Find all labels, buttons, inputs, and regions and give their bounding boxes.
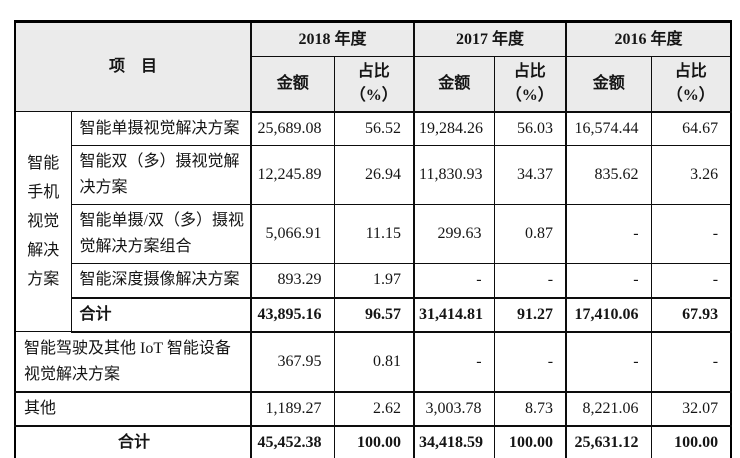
- header-amount-2018: 金额: [250, 56, 335, 113]
- ratio-cell: 26.94: [333, 145, 415, 205]
- table-row-depth-cam: 智能深度摄像解决方案 893.29 1.97 - - - -: [15, 263, 732, 298]
- amount-cell: 16,574.44: [565, 111, 652, 146]
- header-amount-2016: 金额: [565, 56, 652, 113]
- header-year-2017: 2017 年度: [413, 21, 567, 57]
- table-row-single-cam: 智能 手机 视觉 解决 方案 智能单摄视觉解决方案 25,689.08 56.5…: [14, 111, 732, 332]
- amount-cell: 19,284.26: [413, 111, 495, 146]
- amount-cell: -: [413, 331, 495, 393]
- ratio-cell: 100.00: [650, 424, 732, 458]
- ratio-cell: 3.26: [650, 145, 732, 205]
- ratio-cell: 96.57: [333, 296, 415, 333]
- table-row-dual-cam: 智能双（多）摄视觉解决方案 12,245.89 26.94 11,830.93 …: [15, 145, 732, 205]
- ratio-cell: 0.87: [493, 204, 567, 264]
- ratio-cell: 34.37: [493, 145, 567, 205]
- ratio-cell: 8.73: [493, 391, 567, 426]
- header-year-2016: 2016 年度: [565, 21, 732, 57]
- ratio-cell: 11.15: [333, 204, 415, 264]
- header-row-measures: 金额 占比 （%） 金额 占比 （%） 金额 占比 （%）: [15, 56, 732, 113]
- ratio-cell: 2.62: [333, 391, 415, 426]
- amount-cell: 5,066.91: [250, 204, 335, 264]
- ratio-label-line1: 占比: [513, 62, 546, 80]
- subtotal-label: 合计: [70, 296, 252, 333]
- ratio-cell: 100.00: [333, 424, 415, 458]
- ratio-label-line2: （%）: [505, 86, 554, 104]
- amount-cell: -: [565, 263, 652, 298]
- table-row-group-subtotal: 合计 43,895.16 96.57 31,414.81 91.27 17,41…: [15, 296, 732, 333]
- group-label-line: 方案: [27, 271, 60, 288]
- row-label: 智能单摄/双（多）摄视觉解决方案组合: [70, 204, 252, 264]
- amount-cell: 8,221.06: [565, 391, 652, 426]
- amount-cell: -: [565, 331, 652, 393]
- group-label-line: 手机: [27, 184, 60, 201]
- group-label-line: 解决: [27, 242, 60, 259]
- ratio-cell: 56.03: [493, 111, 567, 146]
- table-row-combo: 智能单摄/双（多）摄视觉解决方案组合 5,066.91 11.15 299.63…: [15, 204, 732, 264]
- amount-cell: -: [413, 263, 495, 298]
- amount-cell: -: [565, 204, 652, 264]
- ratio-cell: -: [650, 263, 732, 298]
- header-item: 项 目: [14, 21, 252, 112]
- ratio-cell: 32.07: [650, 391, 732, 426]
- row-label: 智能驾驶及其他 IoT 智能设备视觉解决方案: [14, 331, 252, 393]
- ratio-cell: 0.81: [333, 331, 415, 393]
- ratio-cell: 67.93: [650, 296, 732, 333]
- ratio-cell: 1.97: [333, 263, 415, 298]
- header-ratio-2016: 占比 （%）: [650, 56, 732, 113]
- amount-cell: 25,689.08: [250, 111, 335, 146]
- table-row-iot: 智能驾驶及其他 IoT 智能设备视觉解决方案 367.95 0.81 - - -…: [14, 331, 732, 393]
- ratio-label-line1: 占比: [357, 62, 390, 80]
- amount-cell: 12,245.89: [250, 145, 335, 205]
- header-year-2018: 2018 年度: [250, 21, 415, 57]
- table-row-other: 其他 1,189.27 2.62 3,003.78 8.73 8,221.06 …: [14, 391, 732, 426]
- amount-cell: 3,003.78: [413, 391, 495, 426]
- amount-cell: 34,418.59: [413, 424, 495, 458]
- row-label: 智能双（多）摄视觉解决方案: [70, 145, 252, 205]
- total-label: 合计: [14, 424, 252, 458]
- ratio-label-line2: （%）: [666, 86, 715, 104]
- amount-cell: 45,452.38: [250, 424, 335, 458]
- ratio-label-line2: （%）: [349, 86, 398, 104]
- amount-cell: 25,631.12: [565, 424, 652, 458]
- amount-cell: 893.29: [250, 263, 335, 298]
- amount-cell: 835.62: [565, 145, 652, 205]
- row-label: 其他: [14, 391, 252, 426]
- ratio-cell: -: [493, 331, 567, 393]
- ratio-cell: -: [493, 263, 567, 298]
- amount-cell: 1,189.27: [250, 391, 335, 426]
- row-label: 智能深度摄像解决方案: [70, 263, 252, 298]
- amount-cell: 43,895.16: [250, 296, 335, 333]
- table-row-grand-total: 合计 45,452.38 100.00 34,418.59 100.00 25,…: [14, 424, 732, 458]
- group-label-line: 视觉: [27, 213, 60, 230]
- header-ratio-2018: 占比 （%）: [333, 56, 415, 113]
- amount-cell: 31,414.81: [413, 296, 495, 333]
- ratio-cell: 64.67: [650, 111, 732, 146]
- amount-cell: 299.63: [413, 204, 495, 264]
- header-ratio-2017: 占比 （%）: [493, 56, 567, 113]
- row-label: 智能单摄视觉解决方案: [70, 111, 252, 146]
- amount-cell: 367.95: [250, 331, 335, 393]
- ratio-cell: 91.27: [493, 296, 567, 333]
- ratio-cell: -: [650, 204, 732, 264]
- ratio-cell: 100.00: [493, 424, 567, 458]
- revenue-breakdown-table: 项 目 2018 年度 2017 年度 2016 年度 金额 占比 （%） 金额…: [14, 20, 733, 458]
- header-row-years: 项 目 2018 年度 2017 年度 2016 年度: [14, 21, 732, 112]
- ratio-label-line1: 占比: [674, 62, 707, 80]
- header-amount-2017: 金额: [413, 56, 495, 113]
- group-label-smartphone-vision: 智能 手机 视觉 解决 方案: [14, 111, 72, 332]
- amount-cell: 11,830.93: [413, 145, 495, 205]
- ratio-cell: 56.52: [333, 111, 415, 146]
- amount-cell: 17,410.06: [565, 296, 652, 333]
- group-label-line: 智能: [27, 155, 60, 172]
- ratio-cell: -: [650, 331, 732, 393]
